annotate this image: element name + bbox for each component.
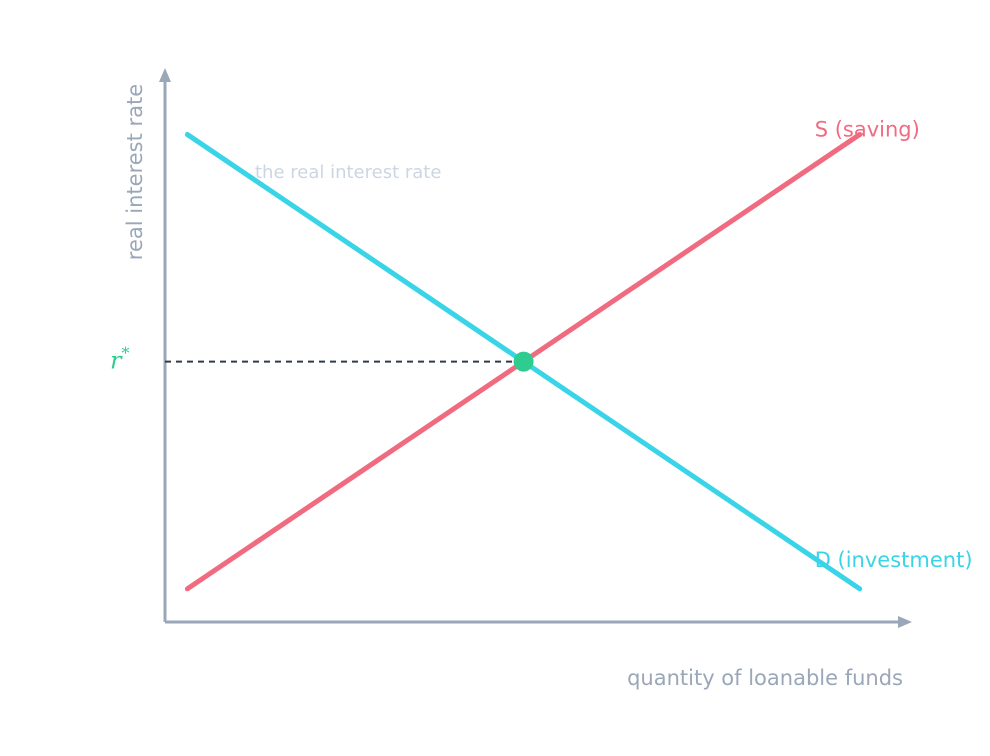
equilibrium-point: [513, 351, 534, 372]
series-label-layer: S (saving) D (investment): [815, 118, 973, 572]
annotation-text: the real interest rate: [255, 162, 441, 183]
equilibrium-rate-symbol: r: [110, 347, 123, 375]
x-axis-label: quantity of loanable funds: [627, 666, 903, 690]
y-axis-arrow-icon: [159, 68, 171, 82]
series-label-investment: D (investment): [815, 548, 973, 572]
y-axis-label: real interest rate: [123, 84, 147, 260]
equilibrium-rate-superscript: *: [121, 344, 129, 363]
equilibrium-point-layer: [513, 351, 534, 372]
equilibrium-rate-label: r*: [110, 344, 129, 375]
series-label-saving: S (saving): [815, 118, 920, 142]
x-axis-arrow-icon: [898, 616, 912, 628]
